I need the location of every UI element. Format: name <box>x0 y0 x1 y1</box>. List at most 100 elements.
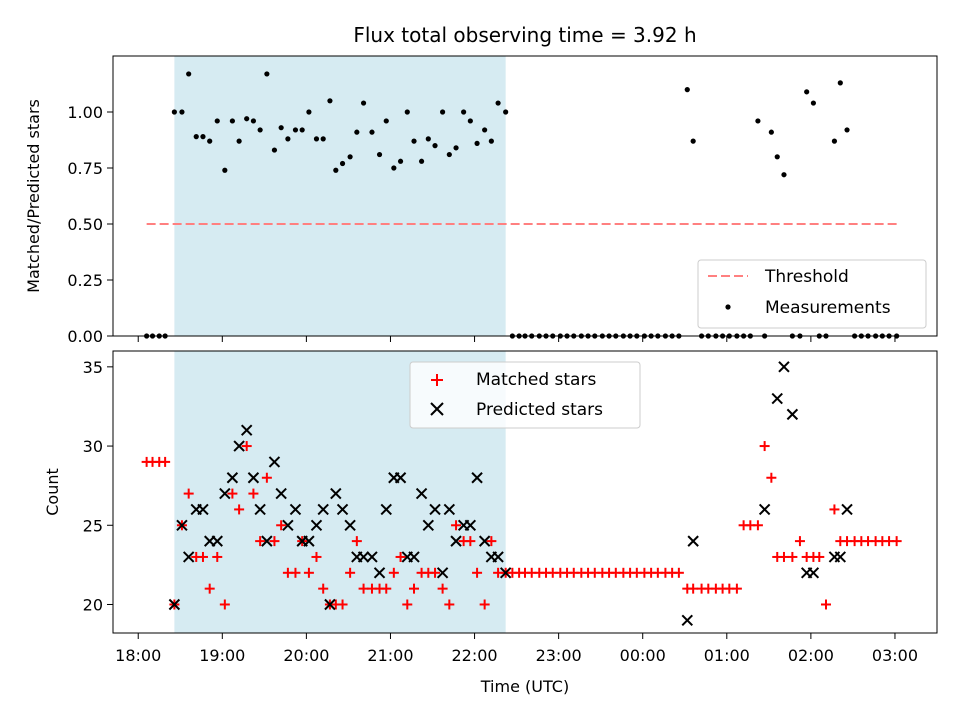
predicted-star-stroke <box>233 440 245 452</box>
measurement-point <box>369 129 375 135</box>
predicted-star-stroke <box>282 519 294 531</box>
predicted-star-point <box>336 503 349 516</box>
predicted-star-stroke <box>478 535 491 547</box>
matched-star-point <box>688 583 699 594</box>
predicted-star-point <box>499 567 512 579</box>
measurement-point <box>774 154 780 160</box>
measurement-point <box>474 140 480 146</box>
predicted-star-stroke <box>261 535 273 547</box>
bottom-y-tick-label: 25 <box>83 516 103 535</box>
predicted-star-stroke <box>366 551 378 563</box>
predicted-star-point <box>464 519 477 531</box>
matched-star-point <box>766 472 777 483</box>
measurements-legend-swatch <box>725 304 731 310</box>
predicted-star-stroke <box>330 487 342 500</box>
matched-star-point <box>814 551 825 562</box>
predicted-star-point <box>275 487 287 500</box>
measurement-point <box>397 158 404 164</box>
matched-star-point <box>183 488 194 499</box>
predicted-star-stroke <box>275 487 287 500</box>
predicted-star-stroke <box>807 567 820 579</box>
measurement-point <box>171 109 177 115</box>
predicted-star-point <box>289 503 302 516</box>
measurement-point <box>193 134 199 140</box>
predicted-star-point <box>436 567 449 579</box>
predicted-star-point <box>261 535 273 547</box>
measurement-point <box>804 89 810 95</box>
chart-title: Flux total observing time = 3.92 h <box>353 23 696 47</box>
predicted-legend-label: Predicted stars <box>476 400 603 420</box>
predicted-star-stroke <box>176 519 188 531</box>
predicted-star-stroke <box>211 535 223 547</box>
top-y-tick-label: 0.00 <box>67 327 103 346</box>
matched-star-point <box>891 536 902 547</box>
measurement-point <box>418 158 425 164</box>
predicted-star-point <box>443 503 456 516</box>
measurement-point <box>810 100 817 106</box>
matched-star-point <box>444 599 455 610</box>
measurement-point <box>229 118 235 124</box>
predicted-star-point <box>471 472 483 484</box>
predicted-star-stroke <box>443 503 456 516</box>
matched-star-point <box>241 441 252 452</box>
predicted-star-point <box>429 503 441 516</box>
matched-star-point <box>234 504 245 515</box>
measurement-point <box>360 100 367 106</box>
measurement-point <box>768 129 774 135</box>
predicted-star-stroke <box>336 503 349 516</box>
matched-legend-label: Matched stars <box>476 370 596 390</box>
matched-star-point <box>381 583 392 594</box>
predicted-star-point <box>357 551 370 563</box>
predicted-star-point <box>324 598 336 611</box>
matched-star-point <box>345 567 356 578</box>
measurement-point <box>488 138 494 144</box>
matched-star-point <box>829 504 840 515</box>
measurement-point <box>244 116 250 122</box>
top-axes-frame <box>112 55 938 337</box>
measurement-point <box>425 136 431 142</box>
matched-star-point <box>673 567 684 578</box>
matched-star-point <box>787 551 798 562</box>
predicted-star-stroke <box>422 519 435 531</box>
measurement-point <box>844 127 850 133</box>
matched-star-point <box>227 488 238 499</box>
bottom-axes: 20 25 30 35 18:00 19:00 20:00 21:00 22:00 23:00 0… <box>43 350 938 696</box>
matched-star-point <box>472 567 483 578</box>
measurement-point <box>446 151 452 158</box>
matched-star-point <box>219 599 230 610</box>
matched-star-point <box>451 520 462 531</box>
matched-star-point <box>752 520 763 531</box>
measurement-point <box>214 118 220 124</box>
measurement-point <box>257 127 263 133</box>
measurement-point <box>222 167 228 173</box>
bottom-legend: Matched stars Predicted stars <box>409 361 641 429</box>
predicted-star-stroke <box>373 567 386 579</box>
predicted-star-stroke <box>778 361 790 373</box>
predicted-star-stroke <box>758 503 771 516</box>
predicted-star-stroke <box>464 519 477 531</box>
predicted-star-stroke <box>247 472 260 484</box>
predicted-star-point <box>240 424 253 436</box>
measurement-point <box>837 80 843 86</box>
predicted-star-stroke <box>240 424 253 436</box>
measurement-point <box>339 160 346 167</box>
matched-star-point <box>402 599 413 610</box>
threshold-legend-label: Threshold <box>764 267 849 287</box>
predicted-star-stroke <box>471 472 483 484</box>
measurement-point <box>306 109 312 115</box>
predicted-star-stroke <box>344 519 356 531</box>
predicted-star-point <box>330 487 342 500</box>
predicted-star-point <box>373 567 386 579</box>
measurement-point <box>271 147 278 153</box>
measurement-point <box>333 167 339 173</box>
measurement-point <box>278 125 284 131</box>
predicted-star-point <box>834 551 847 563</box>
predicted-star-stroke <box>786 408 799 421</box>
matched-star-point <box>261 472 272 483</box>
matched-star-point <box>276 520 287 531</box>
x-tick-label: 23:00 <box>536 646 582 665</box>
measurement-point <box>236 138 242 144</box>
measurement-point <box>200 134 206 140</box>
predicted-star-point <box>786 408 799 421</box>
